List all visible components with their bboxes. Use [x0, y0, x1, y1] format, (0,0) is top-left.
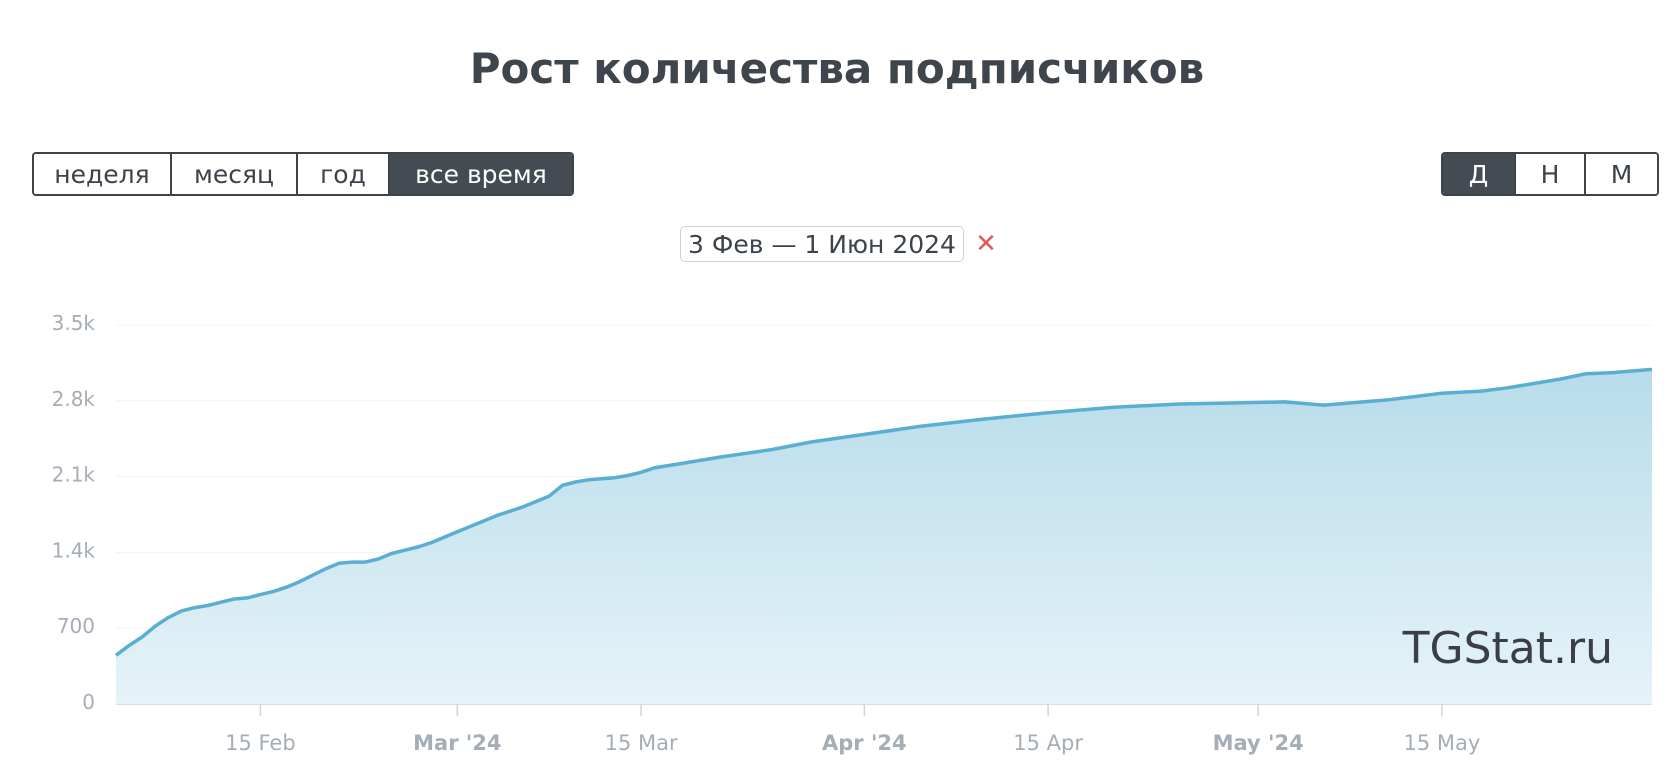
watermark: TGStat.ru — [1402, 623, 1613, 674]
granularity-week-button[interactable]: Н — [1516, 154, 1586, 194]
close-icon[interactable]: ✕ — [975, 229, 997, 259]
period-year-button[interactable]: год — [298, 154, 390, 194]
granularity-selector: Д Н М — [1441, 152, 1659, 196]
x-tick-label: 15 Apr — [1013, 731, 1083, 755]
series-line — [114, 367, 1653, 657]
y-axis-labels: 0 700 1.4k 2.1k 2.8k 3.5k — [52, 311, 96, 714]
x-tick-label: Apr '24 — [822, 731, 907, 755]
granularity-day-button[interactable]: Д — [1443, 154, 1516, 194]
page-title: Рост количества подписчиков — [469, 44, 1205, 93]
x-tick-label: 15 May — [1404, 731, 1481, 755]
series-area — [116, 369, 1652, 704]
y-tick-label: 2.8k — [52, 387, 96, 411]
x-tick-label: May '24 — [1213, 731, 1304, 755]
x-tick-label: Mar '24 — [413, 731, 501, 755]
period-all-time-button[interactable]: все время — [390, 154, 572, 194]
y-tick-label: 1.4k — [52, 538, 96, 562]
period-week-button[interactable]: неделя — [34, 154, 172, 194]
y-tick-label: 2.1k — [52, 463, 96, 487]
y-tick-label: 3.5k — [52, 311, 96, 335]
period-month-button[interactable]: месяц — [172, 154, 298, 194]
x-tick-label: 15 Mar — [605, 731, 678, 755]
x-axis-labels: 15 Feb Mar '24 15 Mar Apr '24 15 Apr May '24 1… — [225, 704, 1480, 755]
granularity-month-button[interactable]: М — [1586, 154, 1657, 194]
date-range-label: 3 Фев — 1 Июн 2024 — [680, 226, 964, 262]
period-selector: неделя месяц год все время — [32, 152, 574, 196]
x-tick-label: 15 Feb — [225, 731, 296, 755]
y-tick-label: 0 — [82, 690, 95, 714]
y-tick-label: 700 — [57, 614, 95, 638]
